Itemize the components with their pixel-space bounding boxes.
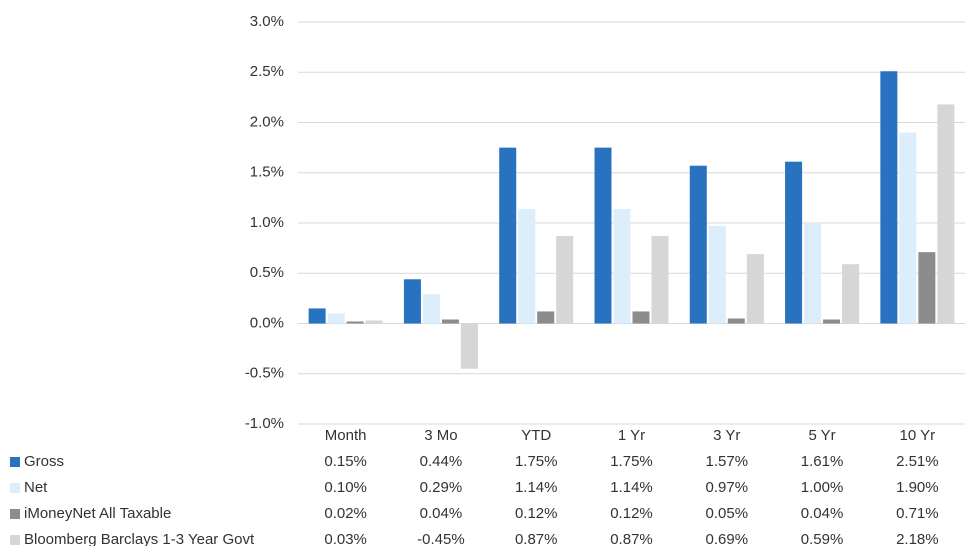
legend-label: Net — [24, 479, 48, 496]
table-cell: 0.87% — [610, 531, 653, 546]
table-cell: 0.10% — [324, 479, 367, 496]
bar — [594, 147, 612, 324]
x-tick-label: 3 Yr — [713, 427, 740, 444]
bar — [422, 294, 440, 324]
legend-swatch — [10, 457, 20, 467]
table-cell: 0.02% — [324, 505, 367, 522]
table-cell: 1.61% — [801, 453, 844, 470]
x-tick-label: 1 Yr — [618, 427, 645, 444]
y-tick-label: -1.0% — [245, 415, 284, 432]
table-cell: 0.44% — [420, 453, 463, 470]
bar — [327, 313, 345, 324]
table-cell: 1.57% — [706, 453, 749, 470]
bar — [785, 161, 803, 324]
legend-swatch — [10, 509, 20, 519]
legend-label: iMoneyNet All Taxable — [24, 505, 171, 522]
legend-swatch — [10, 535, 20, 545]
bar — [441, 319, 459, 324]
y-tick-label: 0.5% — [250, 264, 284, 281]
table-cell: 0.05% — [706, 505, 749, 522]
bar — [499, 147, 517, 324]
bar — [727, 318, 745, 324]
bar — [746, 254, 764, 324]
table-cell: 0.97% — [706, 479, 749, 496]
bar — [403, 279, 421, 324]
table-cell: 0.29% — [420, 479, 463, 496]
bar — [842, 264, 860, 324]
table-cell: 2.18% — [896, 531, 939, 546]
table-cell: 0.87% — [515, 531, 558, 546]
bar — [556, 236, 574, 324]
table-cell: 0.03% — [324, 531, 367, 546]
bar — [460, 323, 478, 369]
table-cell: 1.75% — [610, 453, 653, 470]
bar — [937, 104, 955, 324]
table-cell: 0.59% — [801, 531, 844, 546]
bar — [346, 321, 364, 324]
table-cell: -0.45% — [417, 531, 465, 546]
bar — [651, 236, 669, 324]
table-cell: 1.14% — [610, 479, 653, 496]
bar — [823, 319, 841, 324]
table-cell: 0.04% — [801, 505, 844, 522]
bar — [918, 252, 936, 324]
y-tick-label: -0.5% — [245, 365, 284, 382]
y-tick-label: 2.5% — [250, 63, 284, 80]
y-tick-label: 2.0% — [250, 113, 284, 130]
legend-label: Bloomberg Barclays 1-3 Year Govt — [24, 531, 255, 546]
y-tick-label: 1.0% — [250, 214, 284, 231]
bar — [365, 320, 383, 324]
bar — [708, 226, 726, 324]
table-cell: 0.12% — [610, 505, 653, 522]
table-cell: 1.90% — [896, 479, 939, 496]
x-tick-label: 3 Mo — [424, 427, 457, 444]
table-cell: 1.14% — [515, 479, 558, 496]
table-cell: 1.00% — [801, 479, 844, 496]
y-tick-label: 1.5% — [250, 164, 284, 181]
bar — [308, 308, 326, 324]
table-cell: 0.12% — [515, 505, 558, 522]
x-tick-label: YTD — [521, 427, 551, 444]
legend-swatch — [10, 483, 20, 493]
y-tick-label: 3.0% — [250, 13, 284, 30]
bar — [537, 311, 555, 324]
bar — [899, 132, 917, 324]
x-tick-label: 10 Yr — [900, 427, 936, 444]
bar — [632, 311, 650, 324]
table-cell: 2.51% — [896, 453, 939, 470]
table-cell: 1.75% — [515, 453, 558, 470]
legend-label: Gross — [24, 453, 64, 470]
bar — [613, 208, 631, 324]
table-cell: 0.69% — [706, 531, 749, 546]
bar — [804, 223, 822, 324]
bar — [689, 165, 707, 324]
x-tick-label: 5 Yr — [808, 427, 835, 444]
bar — [518, 208, 536, 324]
bar — [880, 71, 898, 324]
y-tick-label: 0.0% — [250, 314, 284, 331]
table-cell: 0.04% — [420, 505, 463, 522]
table-cell: 0.71% — [896, 505, 939, 522]
x-tick-label: Month — [325, 427, 367, 444]
table-cell: 0.15% — [324, 453, 367, 470]
